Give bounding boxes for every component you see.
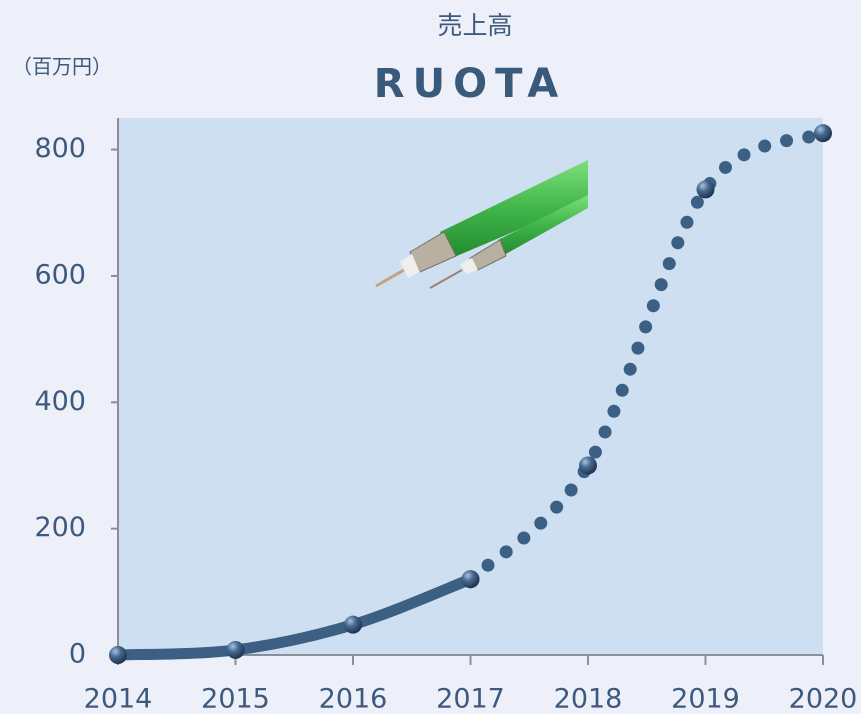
chart-title: 売上高 bbox=[437, 11, 512, 40]
y-tick-label: 400 bbox=[34, 386, 86, 417]
data-point bbox=[696, 180, 715, 199]
x-tick-label: 2014 bbox=[84, 684, 153, 714]
data-point bbox=[109, 646, 127, 664]
data-point bbox=[814, 124, 832, 143]
chart-subtitle: RUOTA bbox=[374, 61, 566, 107]
series-line bbox=[464, 126, 830, 586]
data-point bbox=[579, 456, 597, 475]
y-tick-label: 600 bbox=[34, 259, 86, 290]
y-tick-label: 800 bbox=[34, 133, 86, 164]
x-tick-label: 2015 bbox=[201, 684, 270, 714]
cable-image bbox=[375, 160, 588, 289]
data-point bbox=[344, 615, 362, 634]
data-point bbox=[461, 570, 480, 589]
y-unit-label: （百万円） bbox=[12, 55, 112, 79]
x-tick-label: 2018 bbox=[554, 684, 623, 714]
plot-area bbox=[118, 118, 823, 655]
y-tick-label: 200 bbox=[34, 512, 86, 543]
x-tick-label: 2020 bbox=[789, 684, 858, 714]
x-tick-label: 2017 bbox=[436, 684, 505, 714]
data-point bbox=[226, 640, 245, 659]
x-tick-label: 2016 bbox=[319, 684, 388, 714]
series-line bbox=[112, 573, 476, 661]
x-tick-label: 2019 bbox=[671, 684, 740, 714]
y-tick-label: 0 bbox=[69, 639, 86, 670]
